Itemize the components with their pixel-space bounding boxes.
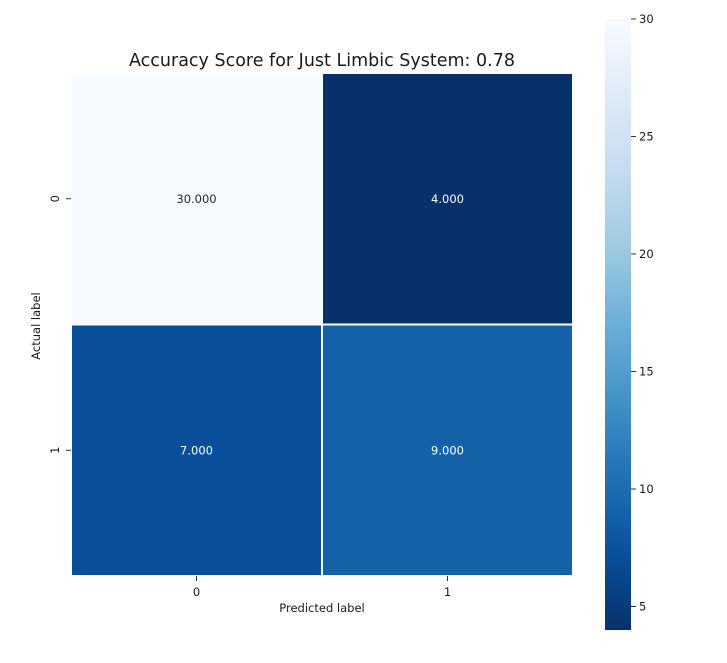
colorbar-tick-label-4: 25 <box>639 130 654 144</box>
heatmap-cells <box>70 72 574 577</box>
cell-label-1-0: 7.000 <box>180 443 213 457</box>
y-axis: 01 <box>48 195 71 454</box>
heatmap-cell-labels: 30.000 4.000 7.000 9.000 <box>176 192 464 458</box>
y-tick-label-1: 1 <box>48 447 62 454</box>
x-tick-label-0: 0 <box>193 585 200 599</box>
colorbar-ticks: 5 10 15 20 25 30 <box>631 12 654 614</box>
x-axis-label: Predicted label <box>279 601 364 615</box>
chart-title: Accuracy Score for Just Limbic System: 0… <box>129 51 515 71</box>
cell-label-1-1: 9.000 <box>431 443 464 457</box>
colorbar-tick-label-1: 10 <box>639 482 654 496</box>
cell-label-0-0: 30.000 <box>176 192 216 206</box>
heatmap-cell-0-0 <box>70 72 323 326</box>
cell-label-0-1: 4.000 <box>431 192 464 206</box>
colorbar-tick-label-5: 30 <box>639 12 654 26</box>
y-tick-label-0: 0 <box>48 195 62 202</box>
y-axis-label: Actual label <box>29 292 43 360</box>
colorbar-tick-label-0: 5 <box>639 600 646 614</box>
colorbar-tick-label-3: 20 <box>639 247 654 261</box>
x-tick-label-1: 1 <box>444 585 451 599</box>
colorbar-tick-label-2: 15 <box>639 365 654 379</box>
colorbar-gradient <box>605 19 631 630</box>
colorbar: 5 10 15 20 25 30 <box>605 12 654 630</box>
heatmap-cell-1-0 <box>70 323 323 577</box>
heatmap-cell-1-1 <box>321 323 574 577</box>
heatmap-cell-0-1 <box>321 72 574 326</box>
